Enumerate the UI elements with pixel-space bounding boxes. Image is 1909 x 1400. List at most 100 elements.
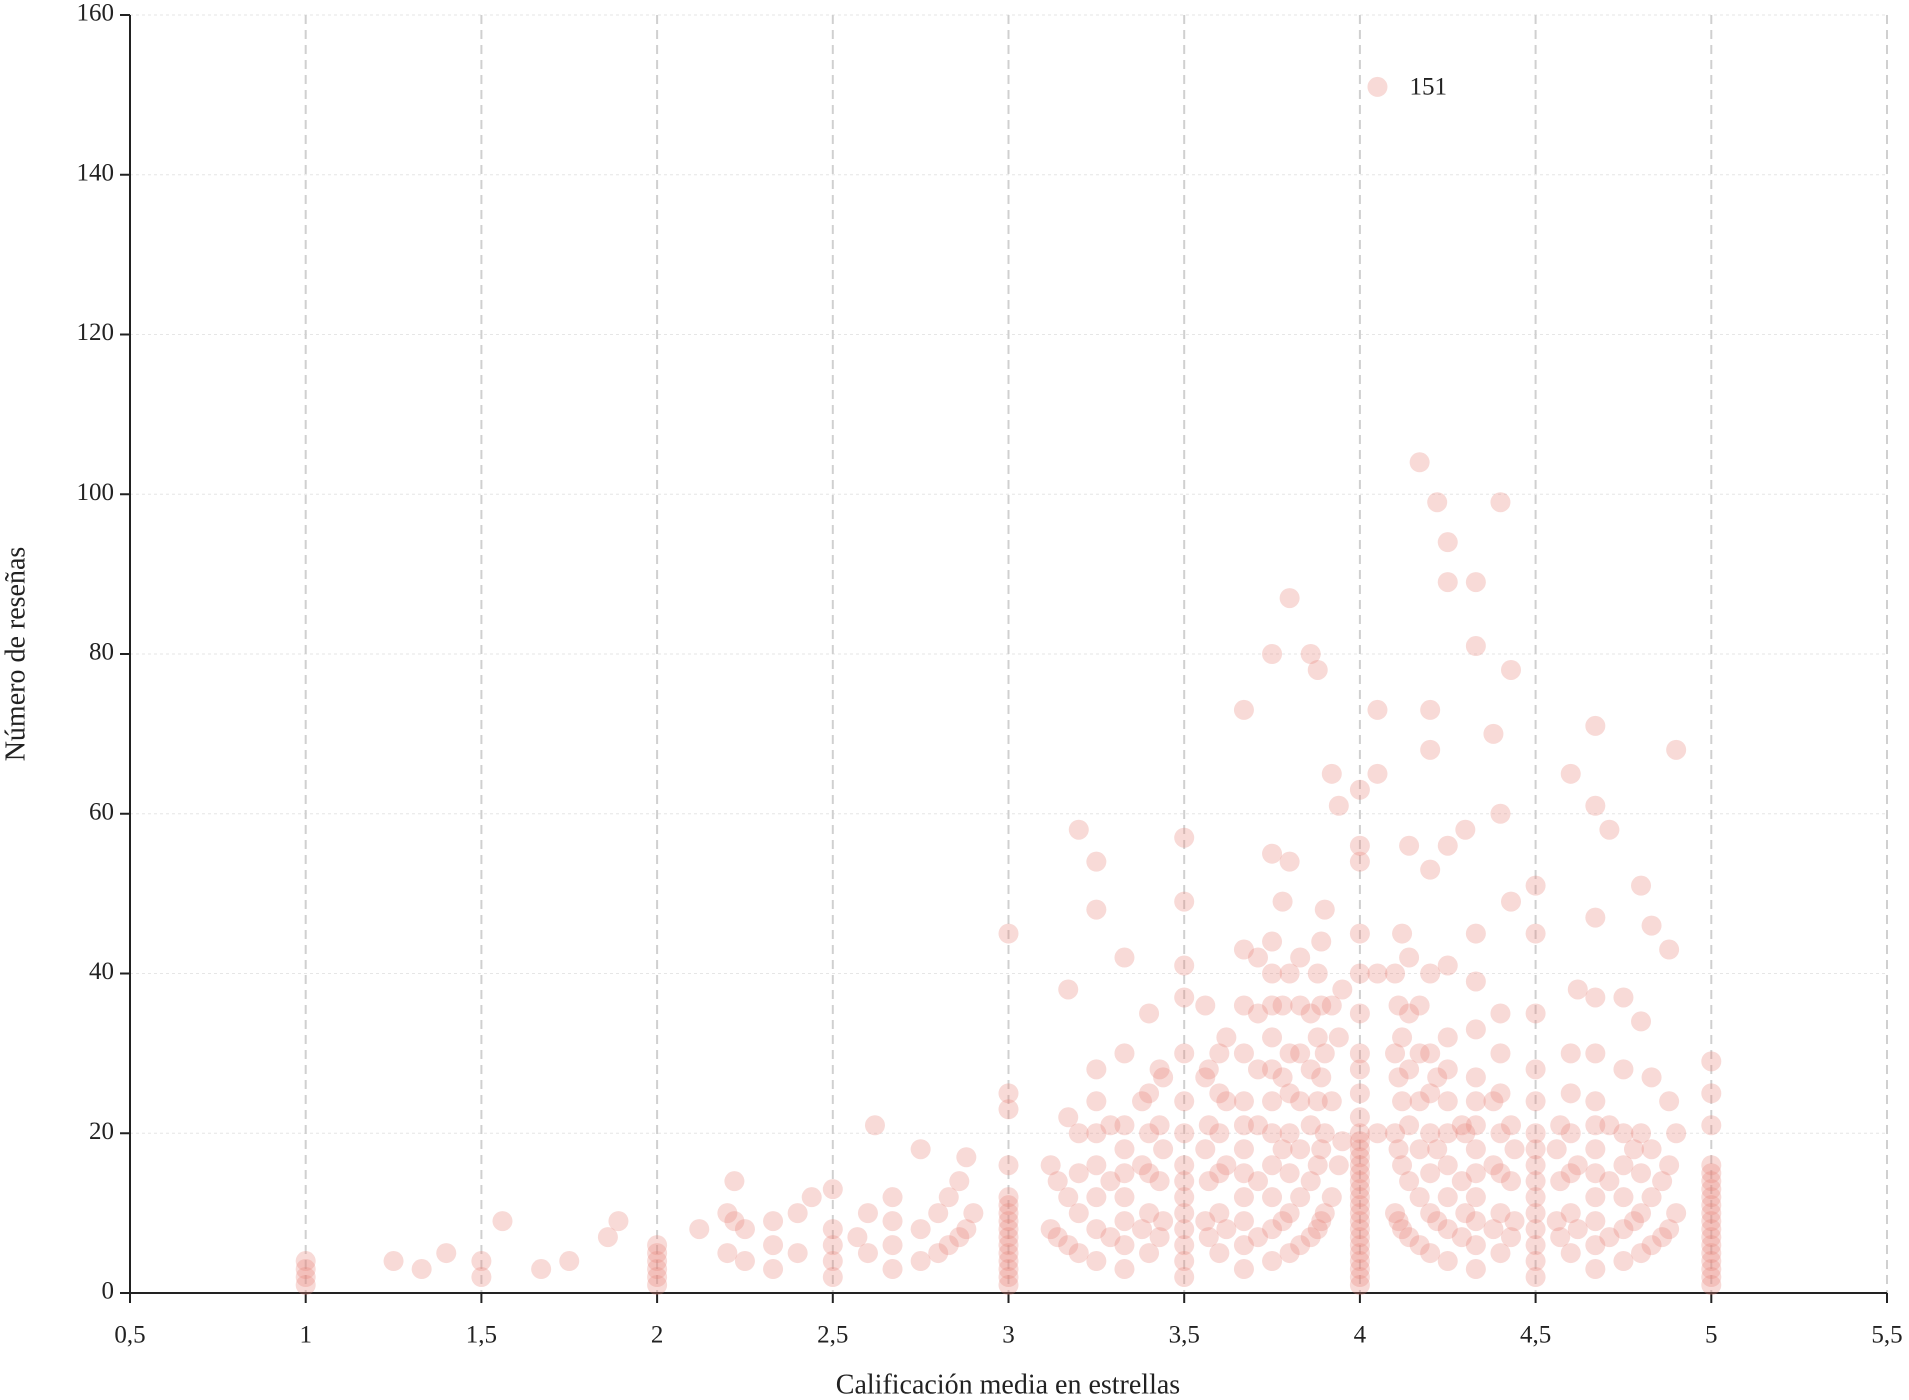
point	[1641, 915, 1662, 936]
point	[1114, 947, 1135, 968]
point	[1058, 979, 1079, 1000]
point	[1525, 1003, 1546, 1024]
point	[1174, 1043, 1195, 1064]
point	[822, 1219, 843, 1240]
point	[1174, 1091, 1195, 1112]
point	[1209, 1043, 1230, 1064]
point	[1701, 1251, 1722, 1272]
point	[1585, 1139, 1606, 1160]
point	[998, 1195, 1019, 1216]
annotation: 151	[1409, 74, 1447, 101]
point	[734, 1251, 755, 1272]
point	[1501, 659, 1522, 680]
point	[1307, 1219, 1328, 1240]
point	[647, 1251, 668, 1272]
point	[882, 1211, 903, 1232]
point	[1585, 987, 1606, 1008]
point	[1349, 1227, 1370, 1248]
point	[1451, 1227, 1472, 1248]
point	[1490, 803, 1511, 824]
point	[1328, 795, 1349, 816]
point	[411, 1259, 432, 1280]
point	[1613, 1187, 1634, 1208]
point	[882, 1187, 903, 1208]
point	[1701, 1203, 1722, 1224]
point	[1349, 1123, 1370, 1144]
point	[1233, 1115, 1254, 1136]
point	[1290, 947, 1311, 968]
point	[1701, 1243, 1722, 1264]
point	[1174, 987, 1195, 1008]
point	[1427, 1139, 1448, 1160]
point	[1086, 1187, 1107, 1208]
point	[1349, 1219, 1370, 1240]
point	[1290, 995, 1311, 1016]
point	[1437, 1059, 1458, 1080]
point	[724, 1171, 745, 1192]
point	[1465, 1091, 1486, 1112]
point	[1409, 1235, 1430, 1256]
y-tick-label: 160	[77, 0, 115, 27]
point	[1132, 1091, 1153, 1112]
point	[1525, 1235, 1546, 1256]
point	[1068, 819, 1089, 840]
point	[1465, 971, 1486, 992]
point	[1599, 1171, 1620, 1192]
point	[1420, 963, 1441, 984]
point	[1465, 1139, 1486, 1160]
point	[1701, 1267, 1722, 1288]
point	[1068, 1243, 1089, 1264]
point	[1399, 1171, 1420, 1192]
point	[1216, 1219, 1237, 1240]
point	[1525, 1267, 1546, 1288]
point	[1198, 1227, 1219, 1248]
point	[1490, 1043, 1511, 1064]
point	[1427, 1211, 1448, 1232]
point	[928, 1203, 949, 1224]
point	[1262, 1059, 1283, 1080]
point	[1437, 1091, 1458, 1112]
point	[1174, 1155, 1195, 1176]
point	[1465, 1235, 1486, 1256]
point	[1701, 1219, 1722, 1240]
point	[1399, 835, 1420, 856]
x-tick-label: 0,5	[114, 1322, 145, 1349]
y-tick-label: 40	[89, 958, 114, 985]
point	[1058, 1107, 1079, 1128]
point	[1701, 1195, 1722, 1216]
point	[1465, 923, 1486, 944]
point	[1613, 1155, 1634, 1176]
point	[1701, 1259, 1722, 1280]
point	[1399, 1003, 1420, 1024]
point	[1599, 819, 1620, 840]
point	[1550, 1115, 1571, 1136]
point	[956, 1147, 977, 1168]
point	[724, 1211, 745, 1232]
point	[1465, 1067, 1486, 1088]
point	[1216, 1091, 1237, 1112]
point	[1465, 1115, 1486, 1136]
point	[1272, 1211, 1293, 1232]
point	[1427, 1067, 1448, 1088]
point	[1701, 1211, 1722, 1232]
point	[1409, 452, 1430, 473]
point	[1349, 1043, 1370, 1064]
point	[1174, 1187, 1195, 1208]
point	[1272, 1067, 1293, 1088]
point	[1427, 492, 1448, 513]
point	[1307, 659, 1328, 680]
point	[1307, 963, 1328, 984]
point	[1501, 1227, 1522, 1248]
point	[1139, 1083, 1160, 1104]
point	[1399, 1227, 1420, 1248]
point	[1195, 1139, 1216, 1160]
point	[1465, 1187, 1486, 1208]
x-tick-label: 4	[1354, 1322, 1367, 1349]
point	[1701, 1115, 1722, 1136]
point	[1504, 1211, 1525, 1232]
point	[1100, 1115, 1121, 1136]
x-tick-label: 5,5	[1871, 1322, 1902, 1349]
point	[1262, 963, 1283, 984]
point	[1153, 1067, 1174, 1088]
point	[1613, 1251, 1634, 1272]
